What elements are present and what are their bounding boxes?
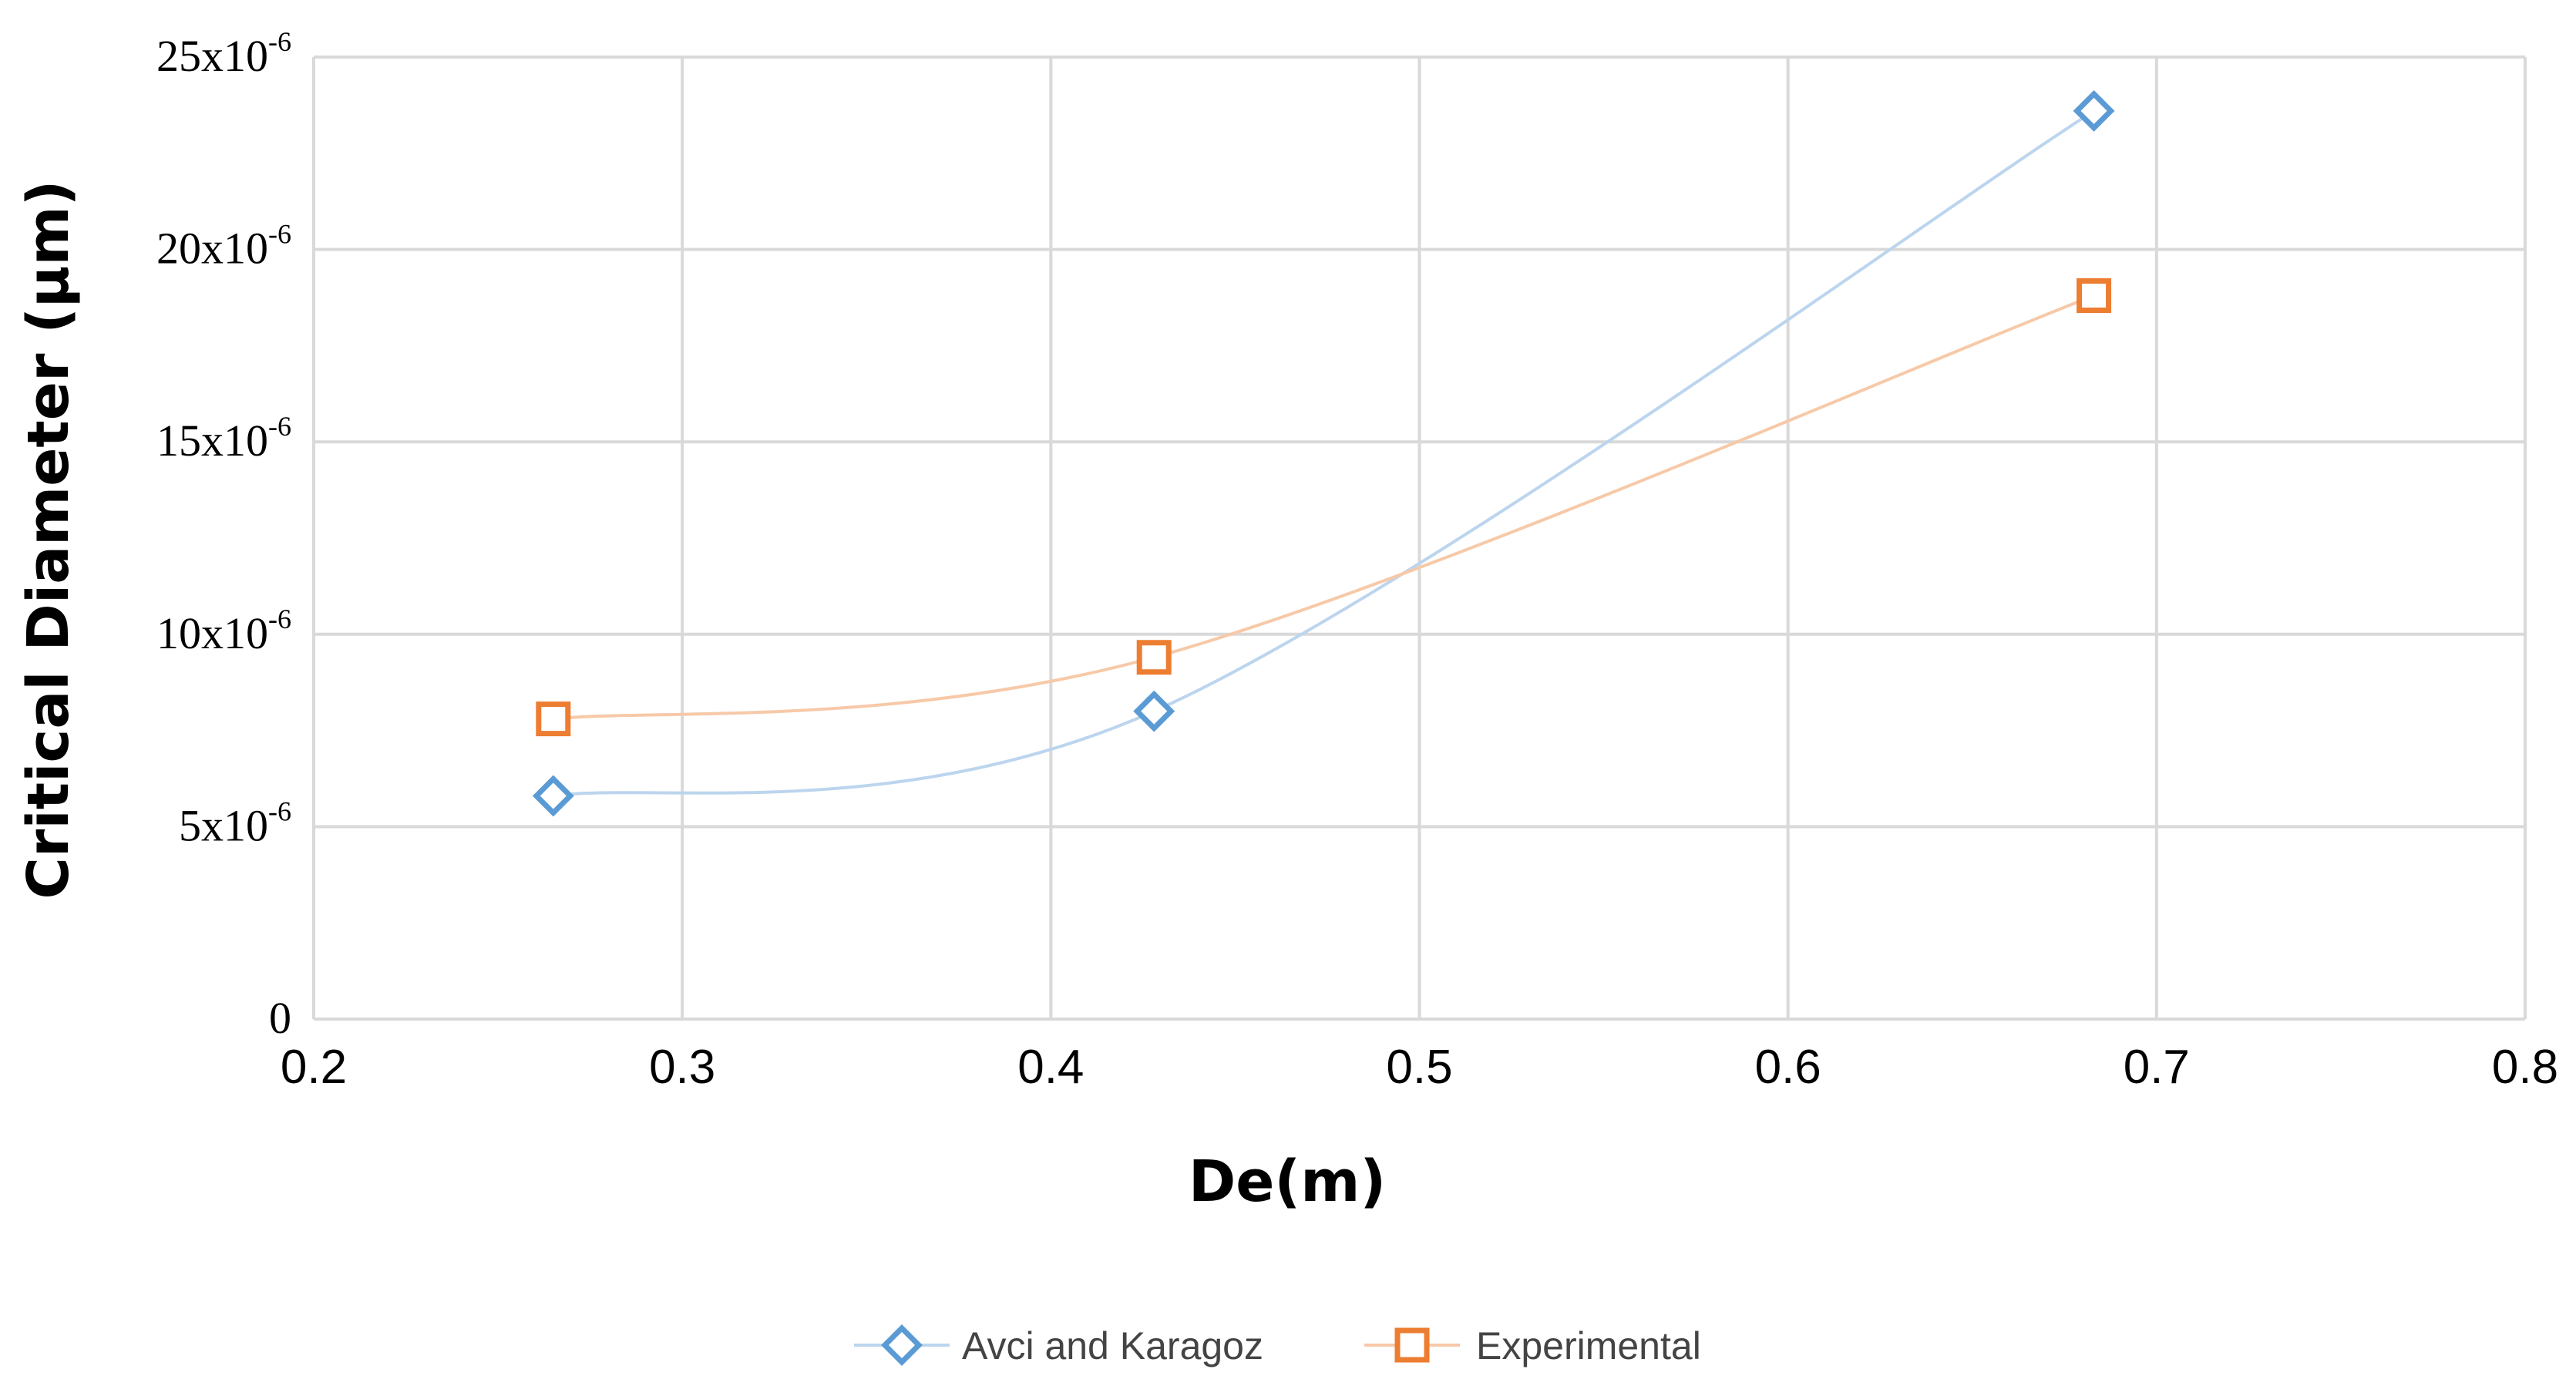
legend-label: Avci and Karagoz bbox=[962, 1324, 1263, 1367]
y-tick-label: 15x10-6 bbox=[156, 411, 291, 466]
x-tick-label: 0.5 bbox=[1386, 1041, 1452, 1094]
x-tick-label: 0.8 bbox=[2492, 1041, 2558, 1094]
diamond-marker bbox=[2073, 89, 2115, 132]
x-tick-label: 0.7 bbox=[2124, 1041, 2190, 1094]
grid bbox=[312, 56, 2527, 1021]
x-axis-title: De(m) bbox=[1189, 1149, 1386, 1215]
series-line-experimental bbox=[553, 294, 2095, 721]
square-marker bbox=[2077, 278, 2112, 314]
y-tick-label: 5x10-6 bbox=[179, 796, 291, 850]
series-markers bbox=[532, 89, 2115, 817]
series-line-avci-and-karagoz bbox=[553, 109, 2095, 798]
legend-diamond-icon bbox=[881, 1324, 923, 1366]
diamond-marker bbox=[532, 775, 574, 817]
x-tick-label: 0.3 bbox=[649, 1041, 715, 1094]
y-axis-ticks: 0 5x10-6 10x10-6 15x10-6 20x10-6 25x10-6 bbox=[156, 26, 291, 1043]
x-tick-label: 0.6 bbox=[1755, 1041, 1821, 1094]
y-tick-label: 20x10-6 bbox=[156, 219, 291, 274]
square-marker bbox=[536, 701, 571, 737]
y-axis-title: Critical Diameter (μm) bbox=[15, 180, 82, 900]
x-tick-label: 0.2 bbox=[281, 1041, 347, 1094]
y-tick-label: 0 bbox=[269, 993, 291, 1043]
diamond-marker bbox=[1133, 690, 1175, 732]
legend-label: Experimental bbox=[1476, 1324, 1701, 1367]
y-tick-label: 25x10-6 bbox=[156, 26, 291, 81]
x-axis-ticks: 0.2 0.3 0.4 0.5 0.6 0.7 0.8 bbox=[281, 1041, 2558, 1094]
legend: Avci and Karagoz Experimental bbox=[854, 1324, 1701, 1367]
y-tick-label: 10x10-6 bbox=[156, 604, 291, 658]
square-marker bbox=[1136, 640, 1172, 675]
x-tick-label: 0.4 bbox=[1017, 1041, 1084, 1094]
series-lines bbox=[553, 109, 2095, 798]
legend-square-icon bbox=[1394, 1327, 1430, 1363]
